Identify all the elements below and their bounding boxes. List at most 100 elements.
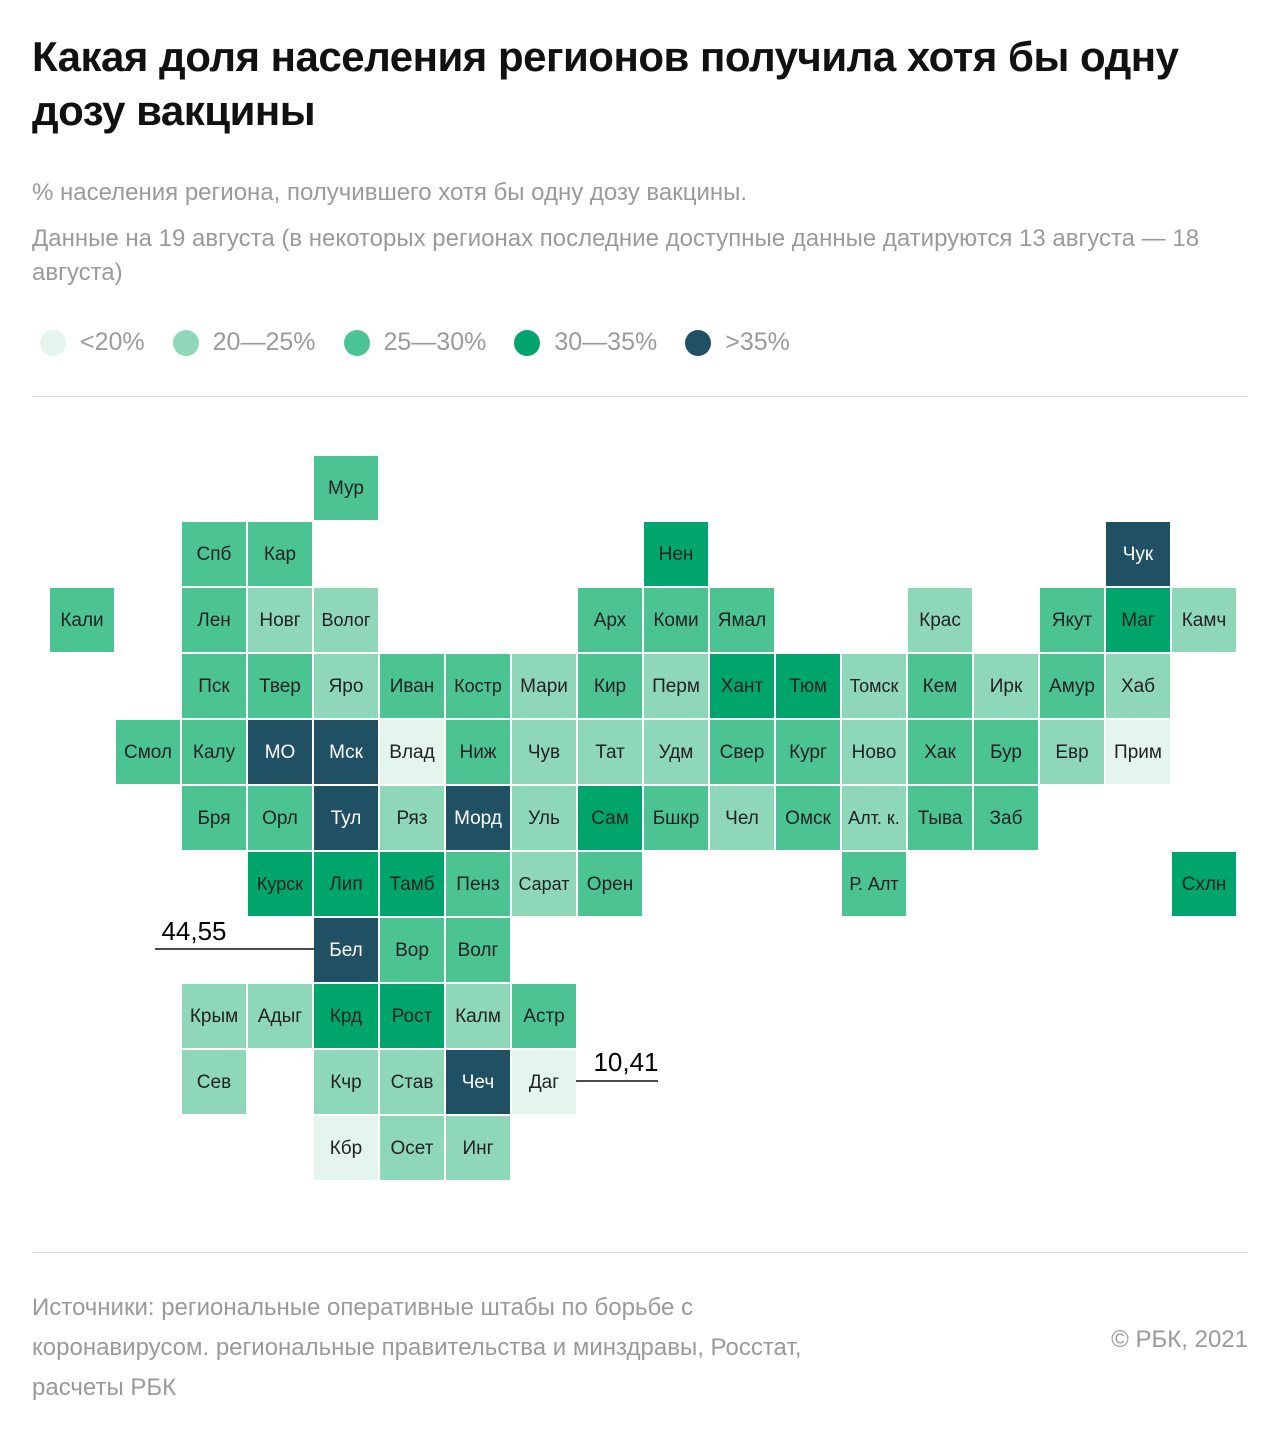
tile <box>578 588 642 652</box>
tile <box>248 720 312 784</box>
tile-label: Заб <box>990 808 1023 829</box>
tile <box>248 588 312 652</box>
tile <box>314 654 378 718</box>
tile-label: Калу <box>193 742 236 763</box>
tile-label: Чув <box>528 742 560 763</box>
tile-label: Тамб <box>389 874 434 895</box>
tile <box>182 1050 246 1114</box>
tile-label: Нен <box>659 544 694 565</box>
tile-label: Костр <box>454 676 502 696</box>
legend-swatch <box>514 329 541 356</box>
tile-label: Твер <box>259 676 301 697</box>
tile-label: МО <box>265 742 296 763</box>
tile <box>446 984 510 1048</box>
subtitle: % населения региона, получившего хотя бы… <box>32 179 748 206</box>
legend: <20% 20—25% 25—30% 30—35% >35% <box>40 328 790 357</box>
tile-label: Тыва <box>918 808 963 829</box>
legend-label: 20—25% <box>212 328 316 356</box>
tile-label: Перм <box>652 676 700 697</box>
tile <box>446 786 510 850</box>
tile-label: Хак <box>924 742 956 763</box>
tile <box>116 720 180 784</box>
tile <box>314 720 378 784</box>
tile <box>710 786 774 850</box>
tile <box>314 588 378 652</box>
tile-label: Кали <box>60 610 103 631</box>
tile-label: Арх <box>594 610 627 631</box>
tile <box>512 984 576 1048</box>
tile-label: Бел <box>329 940 363 961</box>
tile <box>578 654 642 718</box>
tile <box>182 654 246 718</box>
tile-label: Бря <box>197 808 230 829</box>
divider <box>32 1252 1248 1253</box>
tile <box>380 720 444 784</box>
tile <box>908 654 972 718</box>
tile <box>314 786 378 850</box>
tile <box>974 786 1038 850</box>
tile <box>1106 588 1170 652</box>
tile <box>446 1116 510 1180</box>
tile-label: Орл <box>262 808 298 829</box>
tile-label: Омск <box>785 808 831 829</box>
tile-label: Мари <box>520 676 568 697</box>
tile-label: Вор <box>395 940 429 961</box>
tile-label: Якут <box>1052 610 1093 631</box>
tile-label: Евр <box>1055 742 1088 763</box>
tile-label: Морд <box>454 808 502 829</box>
tile <box>512 1050 576 1114</box>
tile <box>182 522 246 586</box>
tile <box>380 918 444 982</box>
tile <box>380 1116 444 1180</box>
tile <box>1106 654 1170 718</box>
tile-label: Кар <box>264 544 296 565</box>
tile-label: Лип <box>329 874 362 895</box>
tile-label: Волог <box>322 610 371 630</box>
tile <box>182 786 246 850</box>
tile-label: Ирк <box>990 676 1023 697</box>
tile <box>644 786 708 850</box>
tile-label: Кбр <box>330 1138 363 1159</box>
legend-label: >35% <box>725 328 790 356</box>
tile-label: Прим <box>1114 742 1162 763</box>
tile-label: Влад <box>389 742 434 763</box>
tile-label: Мур <box>328 478 364 499</box>
tile-label: Кчр <box>330 1072 362 1093</box>
tile <box>908 720 972 784</box>
tile <box>314 918 378 982</box>
tile <box>1106 522 1170 586</box>
tile-label: Алт. к. <box>848 808 900 828</box>
tile <box>314 852 378 916</box>
tile <box>446 852 510 916</box>
legend-item: 30—35% <box>514 328 657 357</box>
tile-label: Хаб <box>1121 676 1155 697</box>
tile-label: Крым <box>190 1006 238 1027</box>
tile-label: Пск <box>198 676 230 697</box>
tile <box>248 786 312 850</box>
legend-label: <20% <box>80 328 145 356</box>
note: Данные на 19 августа (в некоторых регион… <box>32 225 1200 286</box>
tile-label: Уль <box>528 808 560 829</box>
title: Какая доля населения регионов получила х… <box>32 33 1179 134</box>
tile-label: Лен <box>197 610 231 631</box>
tile-label: Сев <box>197 1072 231 1093</box>
tile-label: Удм <box>659 742 694 763</box>
tile <box>578 720 642 784</box>
tile-label: Иван <box>390 676 435 697</box>
tile-label: Осет <box>391 1138 434 1159</box>
tile <box>1172 588 1236 652</box>
tile-label: Рост <box>392 1006 433 1027</box>
tile-label: Томск <box>850 676 899 696</box>
tile <box>710 720 774 784</box>
tile <box>182 720 246 784</box>
tile-label: Новг <box>259 610 300 631</box>
tile <box>578 852 642 916</box>
tile <box>710 654 774 718</box>
tile-label: Маг <box>1121 610 1155 631</box>
tile-label: Сам <box>591 808 629 829</box>
tile <box>314 1050 378 1114</box>
tile-label: Ниж <box>459 742 496 763</box>
legend-item: 20—25% <box>172 328 316 357</box>
source: Источники: региональные оперативные штаб… <box>32 1294 802 1401</box>
